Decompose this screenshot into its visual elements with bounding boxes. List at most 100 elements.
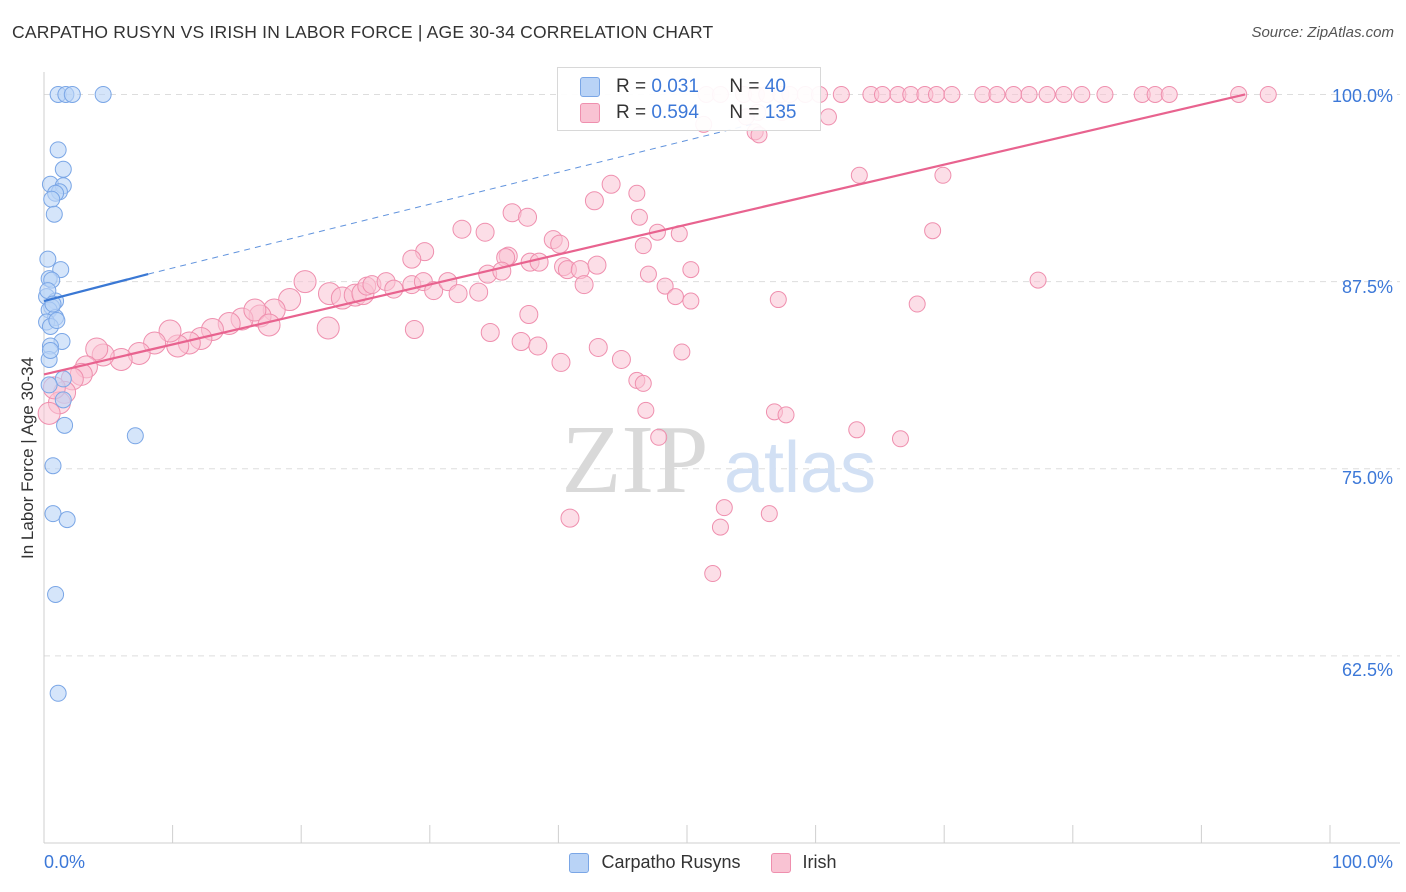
carpatho-point-33 <box>58 511 76 529</box>
trend-lines <box>43 93 1246 376</box>
carpatho-point-34 <box>47 585 65 603</box>
irish-point-82 <box>639 265 657 283</box>
legend-row-carpatho: R = 0.031 N = 40 <box>580 74 786 100</box>
irish-point-34 <box>819 108 837 126</box>
irish-point-86 <box>769 291 787 309</box>
irish-point-121 <box>611 349 631 369</box>
carpatho-point-35 <box>49 684 67 702</box>
irish-point-80 <box>529 252 549 272</box>
irish-point-111 <box>243 298 267 322</box>
irish-point-45 <box>452 219 472 239</box>
irish-point-103 <box>85 337 109 361</box>
irish-point-88 <box>1029 271 1047 289</box>
carpatho-point-30 <box>126 427 144 445</box>
carpatho-point-11 <box>45 205 63 223</box>
irish-point-21 <box>1038 85 1056 103</box>
blue-swatch <box>569 852 590 873</box>
irish-point-117 <box>511 331 531 351</box>
r-value: 0.594 <box>651 102 699 123</box>
irish-point-18 <box>988 85 1006 103</box>
carpatho-point-2 <box>63 85 81 103</box>
source-label: Source: ZipAtlas.com <box>1251 24 1394 41</box>
n-value: 135 <box>764 102 797 123</box>
irish-point-61 <box>682 261 700 279</box>
carpatho-point-31 <box>44 457 62 475</box>
irish-point-130 <box>650 428 668 446</box>
irish-point-16 <box>943 85 961 103</box>
irish-point-29 <box>1259 85 1277 103</box>
carpatho-trend-extension <box>148 123 752 275</box>
axes <box>43 72 1400 844</box>
pink-swatch <box>770 852 791 873</box>
legend-item-carpatho[interactable]: Carpatho Rusyns <box>569 852 741 873</box>
irish-point-54 <box>402 249 422 269</box>
irish-point-24 <box>1096 85 1114 103</box>
irish-point-81 <box>587 255 607 275</box>
irish-point-15 <box>927 85 945 103</box>
irish-point-120 <box>673 343 691 361</box>
irish-point-125 <box>637 401 655 419</box>
irish-point-132 <box>760 505 778 523</box>
irish-point-37 <box>934 166 952 184</box>
zipatlas-watermark: ZIP atlas <box>562 406 877 514</box>
r-value: 0.031 <box>651 76 699 97</box>
carpatho-point-4 <box>49 141 67 159</box>
irish-point-20 <box>1020 85 1038 103</box>
irish-point-134 <box>704 565 722 583</box>
irish-point-11 <box>873 85 891 103</box>
carpatho-point-28 <box>54 391 72 409</box>
irish-point-17 <box>974 85 992 103</box>
irish-point-122 <box>551 352 571 372</box>
legend-row-irish: R = 0.594 N = 135 <box>580 100 796 126</box>
y-tick-label-87-5: 87.5% <box>1341 277 1393 297</box>
irish-point-52 <box>634 237 652 255</box>
irish-point-49 <box>924 222 942 240</box>
irish-point-129 <box>891 430 909 448</box>
irish-point-133 <box>711 518 729 536</box>
watermark-zip: ZIP <box>562 406 709 514</box>
irish-point-109 <box>37 401 61 425</box>
legend-label: Irish <box>802 852 837 872</box>
irish-point-26 <box>1146 85 1164 103</box>
irish-point-118 <box>528 336 548 356</box>
carpatho-rusyn-points <box>38 85 144 702</box>
carpatho-point-5 <box>54 160 72 178</box>
series-legend: Carpatho Rusyns Irish <box>0 852 1406 873</box>
irish-point-22 <box>1055 85 1073 103</box>
irish-point-76 <box>448 284 468 304</box>
irish-point-115 <box>480 322 500 342</box>
x-tick-label-max: 100.0% <box>1331 852 1393 872</box>
y-tick-label-100: 100.0% <box>1331 86 1393 106</box>
grid-lines <box>44 93 1400 657</box>
irish-point-63 <box>293 270 317 294</box>
irish-point-74 <box>424 281 444 301</box>
irish-point-113 <box>316 316 340 340</box>
irish-point-27 <box>1160 85 1178 103</box>
irish-point-112 <box>257 313 281 337</box>
x-tick-label-min: 0.0% <box>44 852 86 872</box>
irish-point-119 <box>588 337 608 357</box>
legend-item-irish[interactable]: Irish <box>770 852 837 873</box>
r-label: R = <box>616 102 647 123</box>
irish-point-87 <box>908 295 926 313</box>
irish-point-62 <box>574 275 594 295</box>
pink-swatch <box>580 103 600 123</box>
irish-point-38 <box>850 166 868 184</box>
irish-point-9 <box>832 85 850 103</box>
carpatho-point-38 <box>48 312 66 330</box>
irish-point-127 <box>777 406 795 424</box>
irish-point-124 <box>634 374 652 392</box>
r-label: R = <box>616 76 647 97</box>
carpatho-point-27 <box>40 376 58 394</box>
irish-point-41 <box>584 191 604 211</box>
irish-point-114 <box>404 319 424 339</box>
carpatho-point-10 <box>43 190 61 208</box>
watermark-atlas: atlas <box>724 428 876 508</box>
irish-point-39 <box>601 174 621 194</box>
irish-point-23 <box>1073 85 1091 103</box>
irish-point-44 <box>630 208 648 226</box>
irish-point-98 <box>158 319 182 343</box>
irish-point-46 <box>475 222 495 242</box>
irish-point-135 <box>560 508 580 528</box>
